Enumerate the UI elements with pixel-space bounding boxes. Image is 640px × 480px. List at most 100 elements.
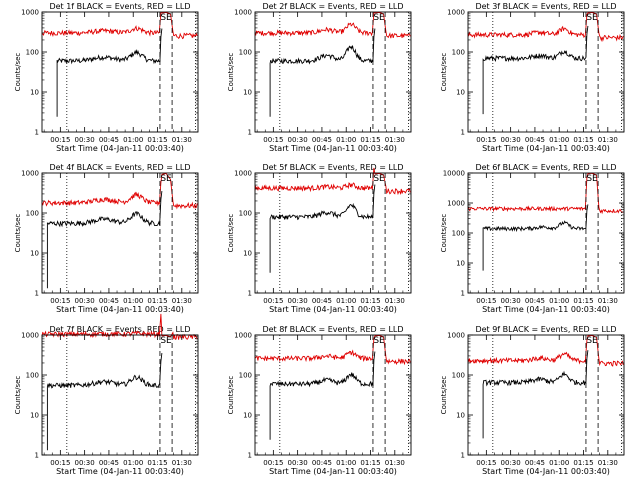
saa-label: SE <box>160 174 172 184</box>
y-axis-label: Counts/sec <box>14 376 22 415</box>
x-tick-label: 01:30 <box>172 136 192 144</box>
x-tick-label: 00:30 <box>288 136 308 144</box>
y-tick-label: 1 <box>35 129 39 137</box>
series-events-line <box>46 191 163 289</box>
y-tick-label: 1000 <box>21 170 39 178</box>
y-tick-label: 100 <box>452 372 465 380</box>
x-tick-label: 00:45 <box>312 297 332 305</box>
x-axis-label: Start Time (04-Jan-11 00:03:40) <box>269 467 397 476</box>
plot-frame <box>254 172 412 294</box>
saa-label: SE <box>586 336 598 346</box>
x-tick-label: 01:30 <box>598 136 618 144</box>
series-lld-line <box>41 313 198 340</box>
y-tick-label: 1000 <box>234 9 252 17</box>
plot-frame <box>467 11 625 133</box>
x-tick-label: 00:15 <box>50 459 70 467</box>
x-tick-label: 01:15 <box>147 459 167 467</box>
x-tick-label: 01:00 <box>549 459 569 467</box>
y-tick-label: 1000 <box>21 332 39 340</box>
y-tick-label: 10 <box>243 250 252 258</box>
x-tick-label: 00:15 <box>50 136 70 144</box>
x-tick-label: 00:15 <box>476 136 496 144</box>
x-tick-label: 01:15 <box>147 136 167 144</box>
x-tick-label: 00:30 <box>75 459 95 467</box>
panel-det-7: Det 7f BLACK = Events, RED = LLD SE 1 10 100… <box>14 313 199 476</box>
y-tick-label: 1000 <box>447 9 465 17</box>
y-tick-label: 10 <box>243 89 252 97</box>
panel-title: Det 1f BLACK = Events, RED = LLD <box>49 2 190 11</box>
y-axis-label: Counts/sec <box>227 214 235 253</box>
y-tick-label: 10 <box>243 412 252 420</box>
y-tick-label: 1000 <box>447 200 465 208</box>
x-tick-label: 00:30 <box>288 297 308 305</box>
saa-label: SE <box>160 13 172 23</box>
x-axis-label: Start Time (04-Jan-11 00:03:40) <box>269 305 397 314</box>
plot-frame <box>41 172 199 294</box>
y-tick-label: 10000 <box>443 170 465 178</box>
x-tick-label: 01:00 <box>123 136 143 144</box>
series-lld-line <box>41 11 198 40</box>
y-tick-label: 1 <box>35 452 39 460</box>
y-tick-label: 10 <box>456 260 465 268</box>
x-tick-label: 00:45 <box>312 136 332 144</box>
y-tick-label: 1 <box>35 290 39 298</box>
plot-frame <box>467 172 625 294</box>
x-tick-label: 00:30 <box>501 459 521 467</box>
y-tick-label: 100 <box>26 210 39 218</box>
y-tick-label: 1 <box>248 290 252 298</box>
y-tick-label: 1 <box>248 129 252 137</box>
y-tick-label: 10 <box>456 89 465 97</box>
x-tick-label: 00:45 <box>99 459 119 467</box>
x-tick-label: 00:45 <box>525 459 545 467</box>
series-lld-line <box>467 334 624 367</box>
y-tick-label: 10 <box>30 412 39 420</box>
plot-frame <box>41 334 199 456</box>
x-tick-label: 01:00 <box>549 136 569 144</box>
series-lld-line <box>467 172 624 215</box>
x-tick-label: 00:45 <box>312 459 332 467</box>
y-tick-label: 1000 <box>234 170 252 178</box>
x-axis-label: Start Time (04-Jan-11 00:03:40) <box>269 144 397 153</box>
x-tick-label: 01:00 <box>336 459 356 467</box>
panel-det-6: Det 6f BLACK = Events, RED = LLD SE 1 10 100… <box>440 163 625 314</box>
panel-title: Det 8f BLACK = Events, RED = LLD <box>262 325 403 334</box>
plot-frame <box>467 334 625 456</box>
x-tick-label: 01:00 <box>123 297 143 305</box>
y-axis-label: Counts/sec <box>227 376 235 415</box>
series-events-line <box>269 351 376 440</box>
panel-det-5: Det 5f BLACK = Events, RED = LLD SE 1 10 100… <box>227 163 412 314</box>
x-axis-label: Start Time (04-Jan-11 00:03:40) <box>56 305 184 314</box>
series-lld-line <box>467 11 624 43</box>
panel-det-3: Det 3f BLACK = Events, RED = LLD SE 1 10 100… <box>440 2 625 153</box>
y-tick-label: 100 <box>452 49 465 57</box>
y-tick-label: 1 <box>461 290 465 298</box>
panel-title: Det 6f BLACK = Events, RED = LLD <box>475 163 616 172</box>
series-events-line <box>46 353 163 451</box>
y-axis-label: Counts/sec <box>440 53 448 92</box>
x-tick-label: 01:30 <box>385 136 405 144</box>
panel-title: Det 9f BLACK = Events, RED = LLD <box>475 325 616 334</box>
saa-label: SE <box>586 13 598 23</box>
saa-label: SE <box>586 174 598 184</box>
x-axis-label: Start Time (04-Jan-11 00:03:40) <box>482 467 610 476</box>
x-tick-label: 00:30 <box>501 297 521 305</box>
panel-title: Det 3f BLACK = Events, RED = LLD <box>475 2 616 11</box>
y-tick-label: 1 <box>461 452 465 460</box>
y-tick-label: 100 <box>239 210 252 218</box>
x-tick-label: 00:15 <box>476 459 496 467</box>
series-events-line <box>269 28 376 117</box>
x-axis-label: Start Time (04-Jan-11 00:03:40) <box>56 144 184 153</box>
x-tick-label: 01:15 <box>360 459 380 467</box>
x-tick-label: 00:30 <box>75 136 95 144</box>
y-tick-label: 1 <box>461 129 465 137</box>
x-tick-label: 00:30 <box>501 136 521 144</box>
panel-det-9: Det 9f BLACK = Events, RED = LLD SE 1 10 100… <box>440 325 625 476</box>
panel-title: Det 7f BLACK = Events, RED = LLD <box>49 325 190 334</box>
x-tick-label: 01:00 <box>336 136 356 144</box>
series-lld-line <box>254 334 411 366</box>
series-lld-line <box>41 172 198 210</box>
x-tick-label: 00:15 <box>263 459 283 467</box>
x-tick-label: 01:30 <box>385 297 405 305</box>
y-axis-label: Counts/sec <box>14 214 22 253</box>
panel-det-2: Det 2f BLACK = Events, RED = LLD SE 1 10 100… <box>227 2 412 153</box>
